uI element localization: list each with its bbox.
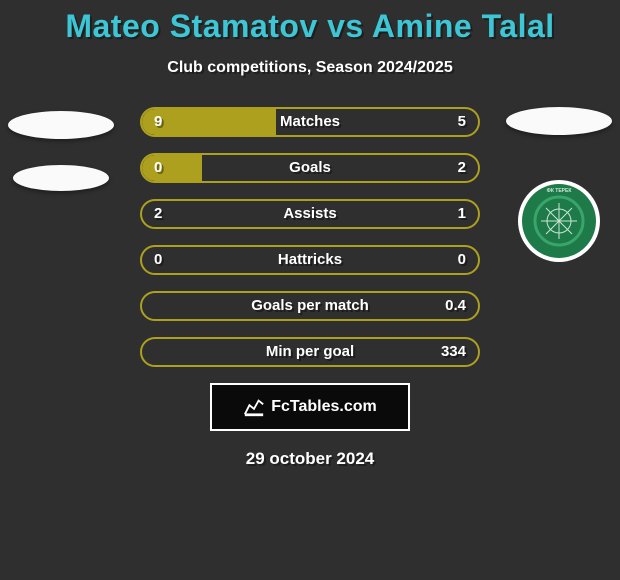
stat-bar: 9Matches5 [140,107,480,137]
stat-bars: 9Matches50Goals22Assists10Hattricks0Goal… [140,107,480,367]
stat-value-left: 2 [154,201,162,227]
stat-value-left: 0 [154,247,162,273]
stat-bar: 0Goals2 [140,153,480,183]
stat-value-right: 1 [458,201,466,227]
svg-text:ФК ТЕРЕК: ФК ТЕРЕК [547,188,573,194]
placeholder-ellipse-icon [13,165,109,191]
stat-label: Hattricks [142,247,478,273]
left-player-badge [6,107,116,191]
stat-bar: 0Hattricks0 [140,245,480,275]
stat-value-right: 5 [458,109,466,135]
stat-bar: 2Assists1 [140,199,480,229]
comparison-title: Mateo Stamatov vs Amine Talal [0,0,620,45]
placeholder-ellipse-icon [8,111,114,139]
stat-bar: Goals per match0.4 [140,291,480,321]
stat-label: Assists [142,201,478,227]
stat-value-right: 0 [458,247,466,273]
right-player-badge: ФК ТЕРЕК [504,107,614,263]
stat-value-right: 334 [441,339,466,365]
comparison-stage: ФК ТЕРЕК 9Matches50Goals22Assists10Hattr… [0,107,620,367]
bar-fill-left [142,155,202,181]
branding-text: FcTables.com [271,398,377,416]
stat-label: Min per goal [142,339,478,365]
stat-value-right: 0.4 [445,293,466,319]
placeholder-ellipse-icon [506,107,612,135]
club-crest-icon: ФК ТЕРЕК [517,179,601,263]
comparison-subtitle: Club competitions, Season 2024/2025 [0,59,620,77]
snapshot-date: 29 october 2024 [0,449,620,469]
branding-badge: FcTables.com [210,383,410,431]
stat-bar: Min per goal334 [140,337,480,367]
stat-label: Goals per match [142,293,478,319]
stat-value-right: 2 [458,155,466,181]
fctables-logo-icon [243,396,265,418]
bar-fill-left [142,109,276,135]
